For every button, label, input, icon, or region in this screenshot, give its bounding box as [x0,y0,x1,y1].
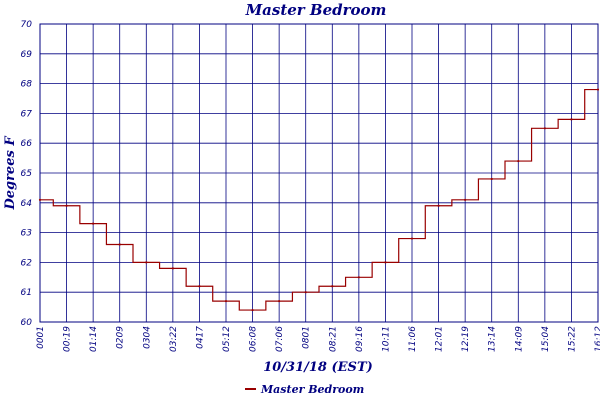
x-axis-label: 10/31/18 (EST) [263,360,373,375]
y-tick-label: 64 [21,199,33,209]
plot-frame [39,23,599,323]
x-tick-label: 13:14 [488,326,498,352]
x-tick-label: 14:09 [514,326,524,352]
y-tick-label: 68 [21,80,33,90]
grid [39,23,599,323]
data-point [65,204,68,207]
x-tick-label: 00:19 [63,326,73,352]
x-tick-labels: 0001 00:19 01:14 0209 0304 03:22 0417 05:12 06:0… [36,326,600,352]
data-point [38,198,42,201]
data-point [278,300,281,303]
y-tick-label: 60 [21,318,33,328]
x-tick-label: 16:12 [594,326,600,352]
legend-label: Master Bedroom [260,383,364,396]
data-point [304,291,307,294]
data-point [596,88,600,91]
data-point [251,308,254,312]
chart-title: Master Bedroom [245,1,387,19]
y-tick-label: 69 [21,50,33,60]
y-tick-label: 70 [21,20,33,30]
x-tick-label: 0209 [116,326,126,349]
data-point [437,204,440,207]
x-tick-label: 12:01 [435,326,445,352]
data-point [92,222,95,225]
x-tick-label: 05:12 [222,326,232,352]
data-point [224,300,228,303]
data-point [490,177,493,181]
x-tick-label: 03:22 [169,326,179,352]
y-tick-label: 62 [21,258,33,268]
x-tick-label: 0304 [142,326,152,349]
data-point [198,285,201,288]
x-tick-label: 15:22 [567,326,577,352]
x-tick-label: 12:19 [461,326,471,352]
x-tick-label: 15:04 [541,326,551,352]
y-tick-label: 67 [21,109,33,119]
data-point [517,159,520,163]
series-points [38,88,600,312]
legend: Master Bedroom [245,383,364,396]
data-point [171,267,174,270]
x-tick-label: 06:08 [249,326,259,352]
x-tick-label: 0801 [302,326,312,349]
x-tick-label: 10:11 [381,326,391,352]
x-tick-label: 08:21 [328,326,338,352]
y-tick-label: 63 [21,229,33,239]
x-tick-label: 11:06 [408,326,418,352]
x-tick-label: 09:16 [355,326,365,352]
y-tick-label: 65 [21,169,33,179]
y-tick-label: 66 [21,139,33,149]
data-point [384,261,387,264]
y-tick-label: 61 [21,288,32,298]
data-point [410,237,414,240]
x-tick-label: 0001 [36,326,46,349]
y-tick-labels: 60 61 62 63 64 65 66 67 68 69 70 [21,20,33,328]
x-tick-label: 0417 [195,326,205,349]
series-line-master-bedroom [40,88,598,311]
data-point [464,198,467,201]
data-point [357,276,360,279]
data-point [145,261,148,264]
data-point [331,285,334,288]
x-tick-label: 01:14 [89,326,99,352]
data-point [118,243,121,246]
data-point [543,127,546,130]
data-point [570,118,573,121]
x-tick-label: 07:06 [275,326,285,352]
y-axis-label: Degrees F [3,136,18,211]
